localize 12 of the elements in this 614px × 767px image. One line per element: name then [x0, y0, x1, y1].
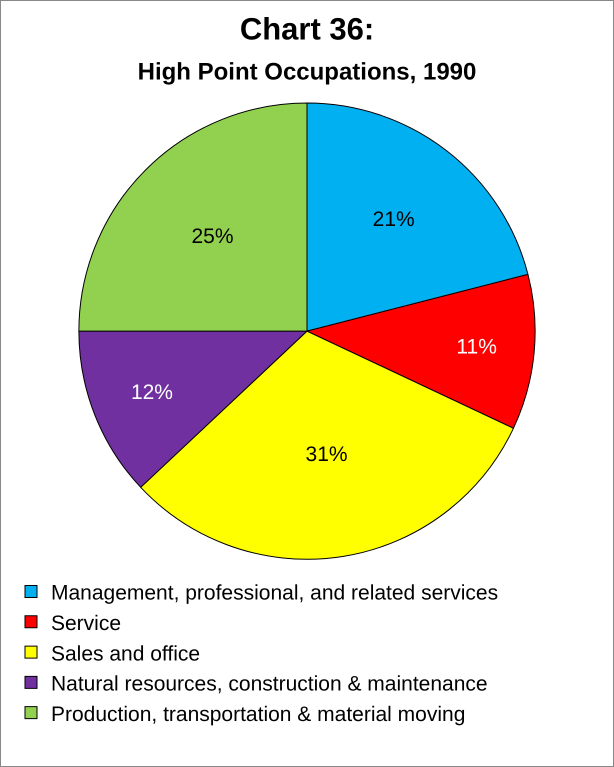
data-label: 12%: [130, 381, 173, 404]
legend-label: Management, professional, and related services: [51, 582, 498, 605]
chart-subtitle: High Point Occupations, 1990: [138, 58, 476, 86]
legend-label: Production, transportation & material moving: [51, 702, 466, 726]
data-label: 21%: [372, 208, 415, 231]
legend-label: Natural resources, construction & maintenance: [51, 672, 488, 696]
chart-title: Chart 36:: [240, 11, 374, 46]
legend-label: Sales and office: [51, 642, 200, 666]
legend-label: Service: [51, 612, 122, 635]
data-label: 31%: [306, 442, 348, 466]
data-label: 25%: [191, 225, 234, 248]
data-label: 11%: [456, 336, 497, 359]
